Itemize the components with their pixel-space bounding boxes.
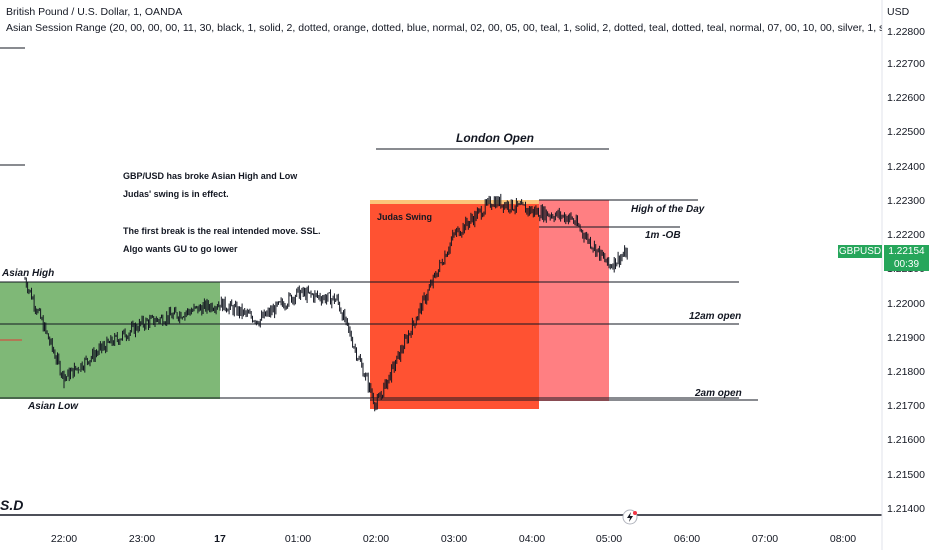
ob-label[interactable]: 1m -OB xyxy=(645,230,681,241)
price-tick: 1.21400 xyxy=(887,503,925,515)
time-tick: 04:00 xyxy=(518,533,546,545)
note-line-4[interactable]: Algo wants GU to go lower xyxy=(123,244,238,254)
judas-swing-label[interactable]: Judas Swing xyxy=(377,212,433,222)
countdown-badge: 00:39 xyxy=(884,258,929,271)
time-tick: 07:00 xyxy=(751,533,779,545)
price-tick: 1.21600 xyxy=(887,434,925,446)
price-tick: 1.22300 xyxy=(887,195,925,207)
note-line-3[interactable]: The first break is the real intended mov… xyxy=(123,226,321,236)
price-tick: 1.22700 xyxy=(887,58,925,70)
watermark-text: S.D xyxy=(0,497,24,513)
price-tick: 1.22600 xyxy=(887,92,925,104)
price-tick: 1.22800 xyxy=(887,26,925,38)
open-12am-label[interactable]: 12am open xyxy=(689,311,742,322)
price-tick: 1.21500 xyxy=(887,469,925,481)
price-tick: 1.22400 xyxy=(887,161,925,173)
open-2am-label[interactable]: 2am open xyxy=(695,388,742,399)
asian-session-box xyxy=(0,282,220,399)
time-tick: 05:00 xyxy=(595,533,623,545)
note-line-2[interactable]: Judas' swing is in effect. xyxy=(123,189,229,199)
time-tick: 06:00 xyxy=(673,533,701,545)
symbol-title: British Pound / U.S. Dollar, 1, OANDA xyxy=(6,6,183,18)
indicator-legend[interactable]: Asian Session Range (20, 00, 00, 00, 11,… xyxy=(6,22,882,34)
london-red-box xyxy=(370,204,539,409)
asian-low-label[interactable]: Asian Low xyxy=(28,401,79,412)
price-candles xyxy=(24,193,628,412)
lightning-icon xyxy=(627,512,633,522)
price-tick: 1.21700 xyxy=(887,400,925,412)
symbol-badge[interactable]: GBPUSD xyxy=(838,245,882,258)
london-pink-box xyxy=(539,200,609,401)
current-price-badge: 1.22154 xyxy=(884,245,929,258)
alert-dot-icon xyxy=(633,511,637,515)
time-tick: 08:00 xyxy=(829,533,857,545)
time-tick: 01:00 xyxy=(284,533,312,545)
time-tick: 02:00 xyxy=(362,533,390,545)
time-tick: 22:00 xyxy=(50,533,78,545)
note-line-1[interactable]: GBP/USD has broke Asian High and Low xyxy=(123,171,298,181)
date-tick: 17 xyxy=(214,533,226,545)
time-tick: 23:00 xyxy=(128,533,156,545)
time-tick: 03:00 xyxy=(440,533,468,545)
price-tick: 1.22500 xyxy=(887,126,925,138)
london-open-label[interactable]: London Open xyxy=(456,131,534,145)
price-tick: 1.22200 xyxy=(887,229,925,241)
currency-label: USD xyxy=(887,6,910,18)
price-tick: 1.21800 xyxy=(887,366,925,378)
price-tick: 1.21900 xyxy=(887,332,925,344)
price-tick: 1.22000 xyxy=(887,298,925,310)
asian-high-label[interactable]: Asian High xyxy=(2,268,55,279)
high-of-day-label[interactable]: High of the Day xyxy=(631,204,705,215)
